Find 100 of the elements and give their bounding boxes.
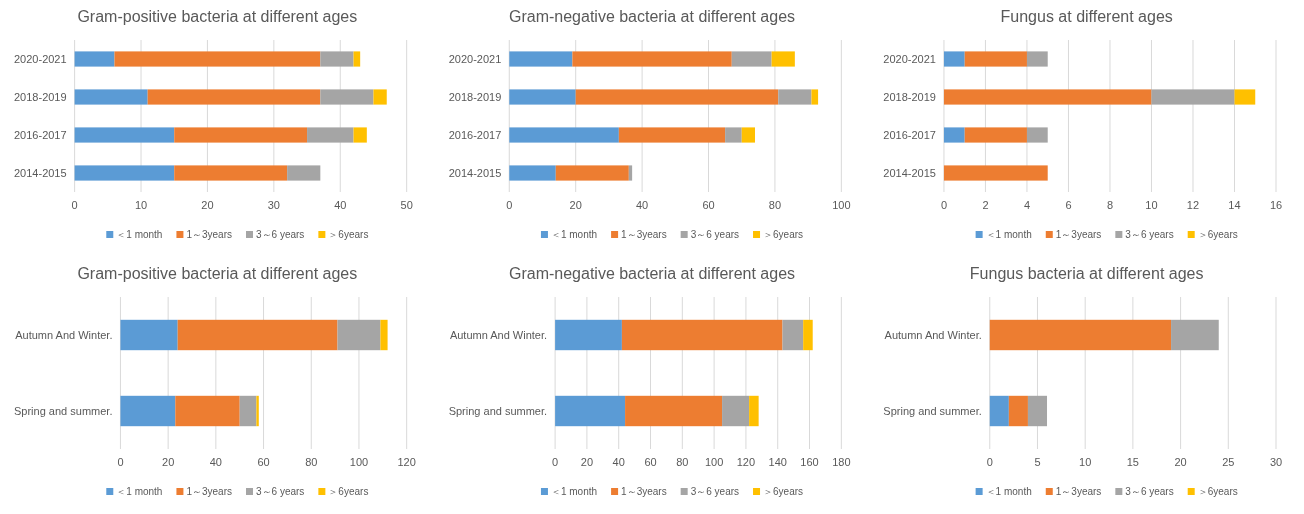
x-tick-label: 0	[117, 456, 124, 468]
x-tick-label: 10	[134, 199, 148, 211]
bar	[353, 51, 361, 67]
y-tick-label: 2014-2015	[448, 167, 502, 179]
bar	[320, 89, 374, 105]
chart-title: Gram-negative bacteria at different ages	[508, 265, 796, 282]
bar	[625, 395, 723, 427]
bar	[725, 127, 742, 143]
x-tick-label: 30	[267, 199, 280, 211]
legend-label: ＞6years	[328, 486, 369, 497]
bar	[722, 395, 750, 427]
bar	[114, 51, 321, 67]
chart-title: Gram-positive bacteria at different ages	[77, 265, 358, 282]
legend-label: ＜1 month	[985, 229, 1032, 240]
y-tick-label: Spring and summer.	[448, 405, 548, 417]
x-tick-label: 180	[832, 456, 851, 468]
bar	[1026, 51, 1048, 67]
legend-label: 1～3years	[1055, 486, 1102, 497]
bar	[509, 165, 556, 181]
bar	[174, 127, 308, 143]
x-tick-label: 20	[569, 199, 582, 211]
x-tick-label: 40	[209, 456, 222, 468]
bar	[964, 51, 1027, 67]
bar	[749, 395, 759, 427]
y-tick-label: 2016-2017	[14, 129, 67, 141]
legend-label: ＜1 month	[550, 229, 598, 240]
bar	[175, 395, 240, 427]
y-tick-label: 2014-2015	[14, 167, 67, 179]
bar	[177, 319, 338, 351]
bar	[1026, 127, 1048, 143]
bar	[1027, 395, 1048, 427]
bar	[74, 127, 175, 143]
y-tick-label: 2020-2021	[448, 53, 502, 65]
x-tick-label: 25	[1222, 456, 1235, 468]
legend-label: ＞6years	[1197, 486, 1238, 497]
y-tick-label: Autumn And Winter.	[449, 329, 548, 341]
x-tick-label: 80	[305, 456, 318, 468]
x-tick-label: 4	[1023, 199, 1031, 211]
x-tick-label: 60	[644, 456, 657, 468]
legend-label: 1～3years	[1055, 229, 1102, 240]
legend-label: ＜1 month	[985, 486, 1032, 497]
bar	[509, 127, 619, 143]
bar	[373, 89, 387, 105]
x-tick-label: 40	[334, 199, 347, 211]
x-tick-label: 0	[71, 199, 78, 211]
bar	[120, 395, 176, 427]
y-tick-label: 2014-2015	[883, 167, 936, 179]
legend-label: ＜1 month	[550, 486, 598, 497]
bar	[320, 51, 354, 67]
legend-label: 3～6 years	[256, 486, 305, 497]
y-tick-label: 2016-2017	[883, 129, 936, 141]
chart-title: Gram-negative bacteria at different ages	[508, 8, 796, 25]
x-tick-label: 30	[1269, 456, 1283, 468]
bar	[618, 127, 726, 143]
legend-label: ＞6years	[763, 486, 804, 497]
y-tick-label: Spring and summer.	[14, 405, 113, 417]
bar	[174, 165, 288, 181]
bar	[1234, 89, 1256, 105]
bar	[943, 165, 1048, 181]
x-tick-label: 120	[397, 456, 416, 468]
bar	[120, 319, 178, 351]
legend-label: 1～3years	[186, 229, 233, 240]
y-tick-label: 2020-2021	[14, 53, 67, 65]
x-tick-label: 80	[768, 199, 782, 211]
x-tick-label: 100	[349, 456, 369, 468]
bar	[256, 395, 259, 427]
chart-title: Fungus bacteria at different ages	[969, 265, 1204, 282]
x-tick-label: 0	[986, 456, 993, 468]
x-tick-label: 50	[400, 199, 413, 211]
y-tick-label: 2016-2017	[448, 129, 502, 141]
x-tick-label: 20	[162, 456, 175, 468]
x-tick-label: 10	[1145, 199, 1158, 211]
x-tick-label: 100	[704, 456, 724, 468]
chart-title: Gram-positive bacteria at different ages	[77, 8, 358, 25]
chart-title: Fungus at different ages	[1000, 8, 1173, 25]
x-tick-label: 5	[1034, 456, 1041, 468]
x-tick-label: 0	[506, 199, 513, 211]
y-tick-label: 2018-2019	[883, 91, 936, 103]
bar	[943, 89, 1152, 105]
legend-label: ＜1 month	[116, 486, 163, 497]
bar	[771, 51, 795, 67]
bar	[989, 319, 1172, 351]
x-tick-label: 20	[1174, 456, 1187, 468]
y-tick-label: 2018-2019	[14, 91, 67, 103]
y-tick-label: Autumn And Winter.	[884, 329, 982, 341]
x-tick-label: 16	[1269, 199, 1283, 211]
bar	[509, 51, 573, 67]
y-tick-label: 2018-2019	[448, 91, 502, 103]
legend-label: 3～6 years	[1125, 229, 1174, 240]
y-tick-label: 2020-2021	[883, 53, 936, 65]
x-tick-label: 6	[1065, 199, 1072, 211]
legend-label: 1～3years	[621, 486, 667, 497]
x-tick-label: 40	[612, 456, 625, 468]
bar	[1171, 319, 1219, 351]
bar	[575, 89, 779, 105]
x-tick-label: 40	[635, 199, 649, 211]
x-tick-label: 0	[552, 456, 559, 468]
bar	[943, 51, 965, 67]
bar	[811, 89, 819, 105]
x-tick-label: 60	[257, 456, 270, 468]
